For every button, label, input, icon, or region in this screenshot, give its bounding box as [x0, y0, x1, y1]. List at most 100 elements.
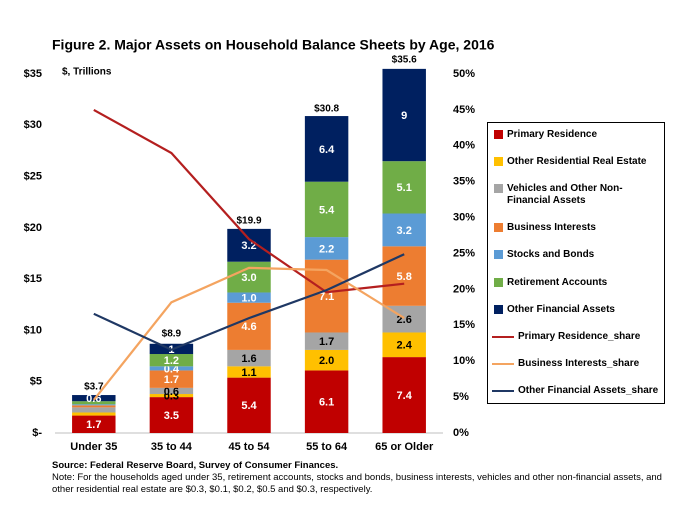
data-label: 7.1	[319, 291, 334, 303]
data-label: 6.4	[319, 144, 335, 156]
source: Source: Federal Reserve Board, Survey of…	[52, 460, 339, 471]
y-tick-label: $25	[24, 170, 42, 182]
legend-swatch	[494, 304, 503, 314]
x-tick-label: 45 to 54	[229, 441, 271, 453]
bar-segment	[72, 412, 116, 416]
legend-label: Retirement Accounts	[507, 276, 608, 288]
bar-segment	[72, 405, 116, 408]
x-tick-label: 35 to 44	[151, 441, 193, 453]
y2-tick-label: 0%	[453, 427, 469, 439]
x-tick-label: 65 or Older	[375, 441, 434, 453]
bar-segment	[72, 415, 116, 433]
legend-swatch	[492, 389, 514, 392]
y-tick-label: $15	[24, 273, 42, 285]
bar-segment	[304, 181, 349, 238]
bar-segment	[72, 404, 116, 406]
data-label: 1.0	[241, 293, 256, 305]
legend-label: Other Residential Real Estate	[507, 156, 647, 168]
legend-label: Primary Residence	[507, 129, 598, 140]
bar-segment	[304, 332, 349, 350]
total-label: $30.8	[314, 104, 339, 115]
bar-segment	[304, 349, 349, 371]
line-series	[93, 253, 405, 351]
bar-segment	[149, 397, 194, 433]
legend-item: Business Interests_share	[492, 358, 660, 370]
legend-swatch	[494, 184, 503, 194]
data-label: 1.1	[241, 367, 256, 379]
y2-tick-label: 50%	[453, 68, 475, 80]
legend-label: Primary Residence_share	[518, 330, 641, 342]
legend-swatch	[492, 362, 514, 365]
data-label: 7.4	[397, 390, 413, 402]
legend-label: Business Interests	[507, 222, 596, 234]
line-series	[93, 108, 405, 294]
bar-segment	[382, 161, 426, 214]
bar-segment	[227, 366, 271, 378]
chart-title: Figure 2. Major Assets on Household Bala…	[52, 37, 495, 53]
total-label: $8.9	[162, 328, 182, 339]
bar-segment	[382, 332, 426, 358]
data-label: 1.7	[164, 374, 179, 386]
total-label: $19.9	[236, 216, 261, 227]
legend-item: Business Interests	[492, 222, 660, 234]
legend-swatch	[494, 130, 503, 139]
bar-segment	[227, 349, 271, 367]
legend-label: Other Financial Assets	[507, 303, 615, 315]
data-label: 2.2	[319, 243, 334, 255]
y2-tick-label: 10%	[453, 355, 475, 367]
x-tick-label: 55 to 64	[306, 441, 348, 453]
y2-tick-label: 15%	[453, 319, 475, 331]
y2-tick-label: 25%	[453, 247, 475, 259]
legend-swatch	[494, 223, 503, 233]
data-label: 5.4	[319, 204, 335, 216]
y-tick-label: $35	[24, 68, 42, 80]
legend-item: Other Residential Real Estate	[492, 156, 660, 168]
data-label: 1.7	[86, 419, 101, 431]
bar-segment	[72, 395, 116, 402]
y2-tick-label: 30%	[453, 212, 475, 224]
data-label: 9	[401, 110, 407, 122]
data-label: 0.6	[164, 386, 179, 398]
y-tick-label: $10	[24, 324, 42, 336]
bar-segment	[149, 366, 194, 371]
legend-swatch	[492, 335, 514, 338]
bar-segment	[382, 357, 426, 433]
bar-segment	[72, 401, 116, 405]
line-series	[92, 266, 405, 401]
total-label: $35.6	[392, 54, 417, 65]
legend-swatch	[494, 277, 503, 287]
y2-tick-label: 35%	[453, 176, 475, 188]
y2-tick-label: 5%	[453, 391, 469, 403]
legend: Primary Residence Other Residential Real …	[487, 122, 665, 404]
bar-segment	[304, 116, 349, 182]
legend-item: Stocks and Bonds	[492, 249, 660, 261]
bar-segment	[149, 370, 194, 388]
note: Note: For the households aged under 35, …	[52, 472, 662, 495]
y2-tick-label: 45%	[453, 104, 475, 116]
legend-label: Other Financial Assets_share	[518, 384, 659, 396]
bar-segment	[149, 394, 194, 398]
data-label: 1.2	[164, 355, 179, 367]
x-tick-label: Under 35	[70, 441, 117, 453]
legend-item: Retirement Accounts	[492, 277, 660, 289]
bar-segment	[227, 228, 271, 262]
data-label: 5.8	[397, 271, 412, 283]
bar-segment	[227, 302, 271, 350]
y-tick-label: $-	[32, 427, 42, 439]
legend-label: Business Interests_share	[518, 357, 640, 369]
data-label: 5.1	[397, 182, 412, 194]
bar-segment	[382, 246, 426, 306]
legend-swatch	[494, 250, 503, 260]
data-label: 3.2	[241, 240, 256, 252]
y2-tick-label: 40%	[453, 140, 475, 152]
bar-segment	[227, 292, 271, 303]
legend-item: Primary Residence	[492, 129, 660, 141]
legend-item: Other Financial Assets_share	[492, 385, 660, 397]
legend-item: Primary Residence_share	[492, 331, 660, 343]
data-label: 2.4	[397, 340, 413, 352]
bar-segment	[382, 68, 426, 162]
data-label: 2.6	[397, 314, 412, 326]
footer: Source: Federal Reserve Board, Survey of…	[52, 460, 662, 496]
